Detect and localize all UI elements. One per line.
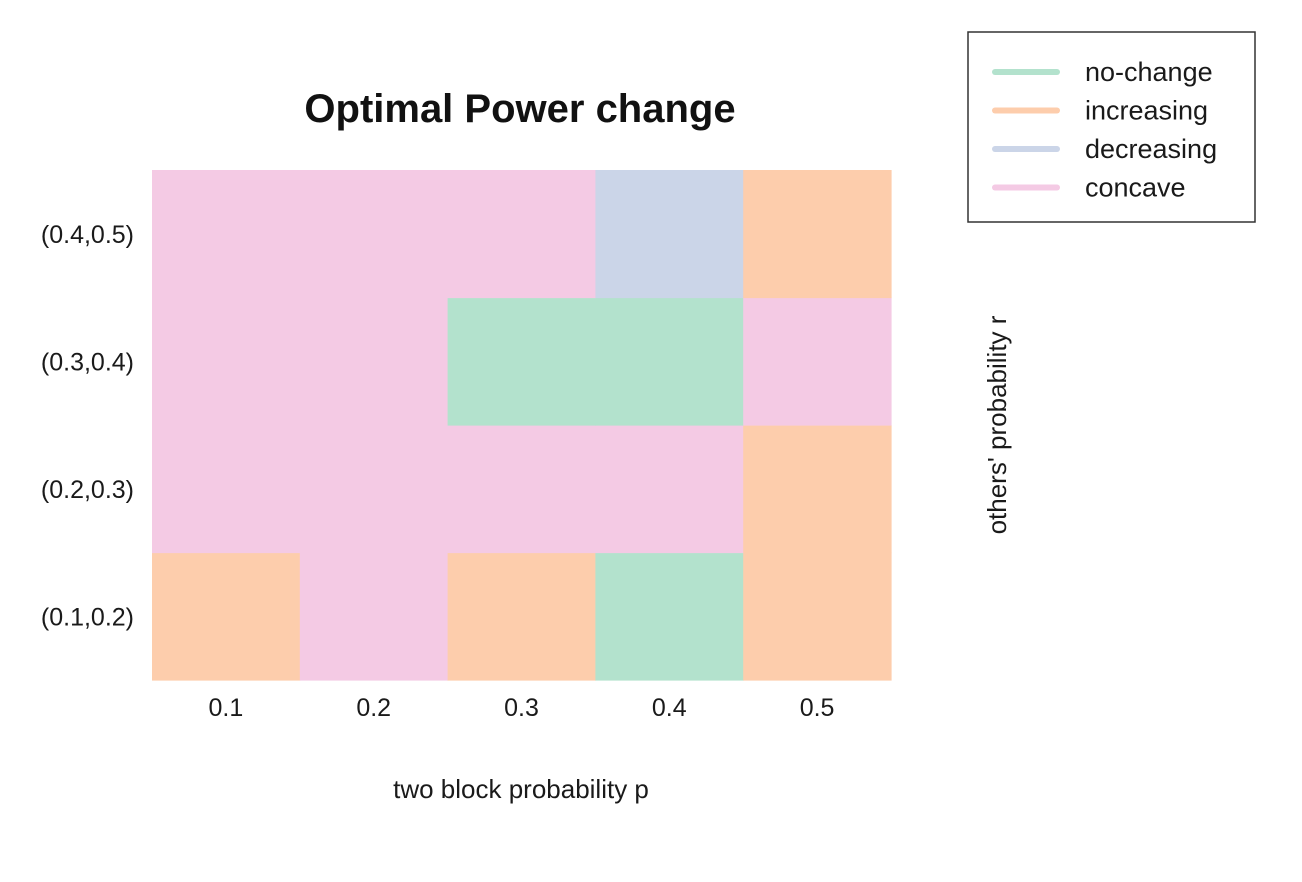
heatmap-cell-no-change <box>595 552 744 681</box>
legend: no-change increasing decreasing concave <box>967 31 1256 223</box>
heatmap-cell-concave <box>743 297 892 426</box>
heatmap-cells <box>152 170 892 681</box>
x-tick-label: 0.3 <box>504 694 539 722</box>
heatmap-cell-no-change <box>595 297 744 426</box>
x-tick-labels: 0.1 0.2 0.3 0.4 0.5 <box>209 694 835 722</box>
heatmap-cell-concave <box>152 297 301 426</box>
x-tick-label: 0.2 <box>356 694 391 722</box>
heatmap-cell-no-change <box>447 297 596 426</box>
y-tick-label: (0.1,0.2) <box>41 603 134 631</box>
y-tick-label: (0.4,0.5) <box>41 221 134 249</box>
heatmap-cell-concave <box>299 552 449 681</box>
heatmap-cell-concave <box>299 297 449 426</box>
legend-label-increasing: increasing <box>1085 96 1208 126</box>
legend-label-no-change: no-change <box>1085 57 1213 87</box>
heatmap-cell-increasing <box>743 170 892 299</box>
heatmap-cell-increasing <box>743 425 892 554</box>
heatmap-cell-decreasing <box>595 170 744 299</box>
y-axis-label: others' probability r <box>982 315 1012 534</box>
x-axis-label: two block probability p <box>393 774 649 804</box>
heatmap-cell-concave <box>447 425 596 554</box>
heatmap-cell-concave <box>299 170 449 299</box>
y-tick-label: (0.3,0.4) <box>41 348 134 376</box>
legend-items: no-change increasing decreasing concave <box>992 57 1217 203</box>
heatmap-cell-concave <box>299 425 449 554</box>
legend-label-decreasing: decreasing <box>1085 134 1217 164</box>
heatmap-cell-increasing <box>152 552 301 681</box>
heatmap-cell-concave <box>447 170 596 299</box>
x-tick-label: 0.1 <box>209 694 244 722</box>
heatmap-cell-concave <box>595 425 744 554</box>
y-tick-labels: (0.1,0.2) (0.2,0.3) (0.3,0.4) (0.4,0.5) <box>41 221 134 632</box>
y-tick-label: (0.2,0.3) <box>41 476 134 504</box>
heatmap-cell-concave <box>152 170 301 299</box>
x-tick-label: 0.4 <box>652 694 687 722</box>
heatmap-cell-concave <box>152 425 301 554</box>
legend-label-concave: concave <box>1085 173 1186 203</box>
x-tick-label: 0.5 <box>800 694 835 722</box>
chart-title: Optimal Power change <box>304 87 735 131</box>
heatmap-cell-increasing <box>743 552 892 681</box>
heatmap-cell-increasing <box>447 552 596 681</box>
